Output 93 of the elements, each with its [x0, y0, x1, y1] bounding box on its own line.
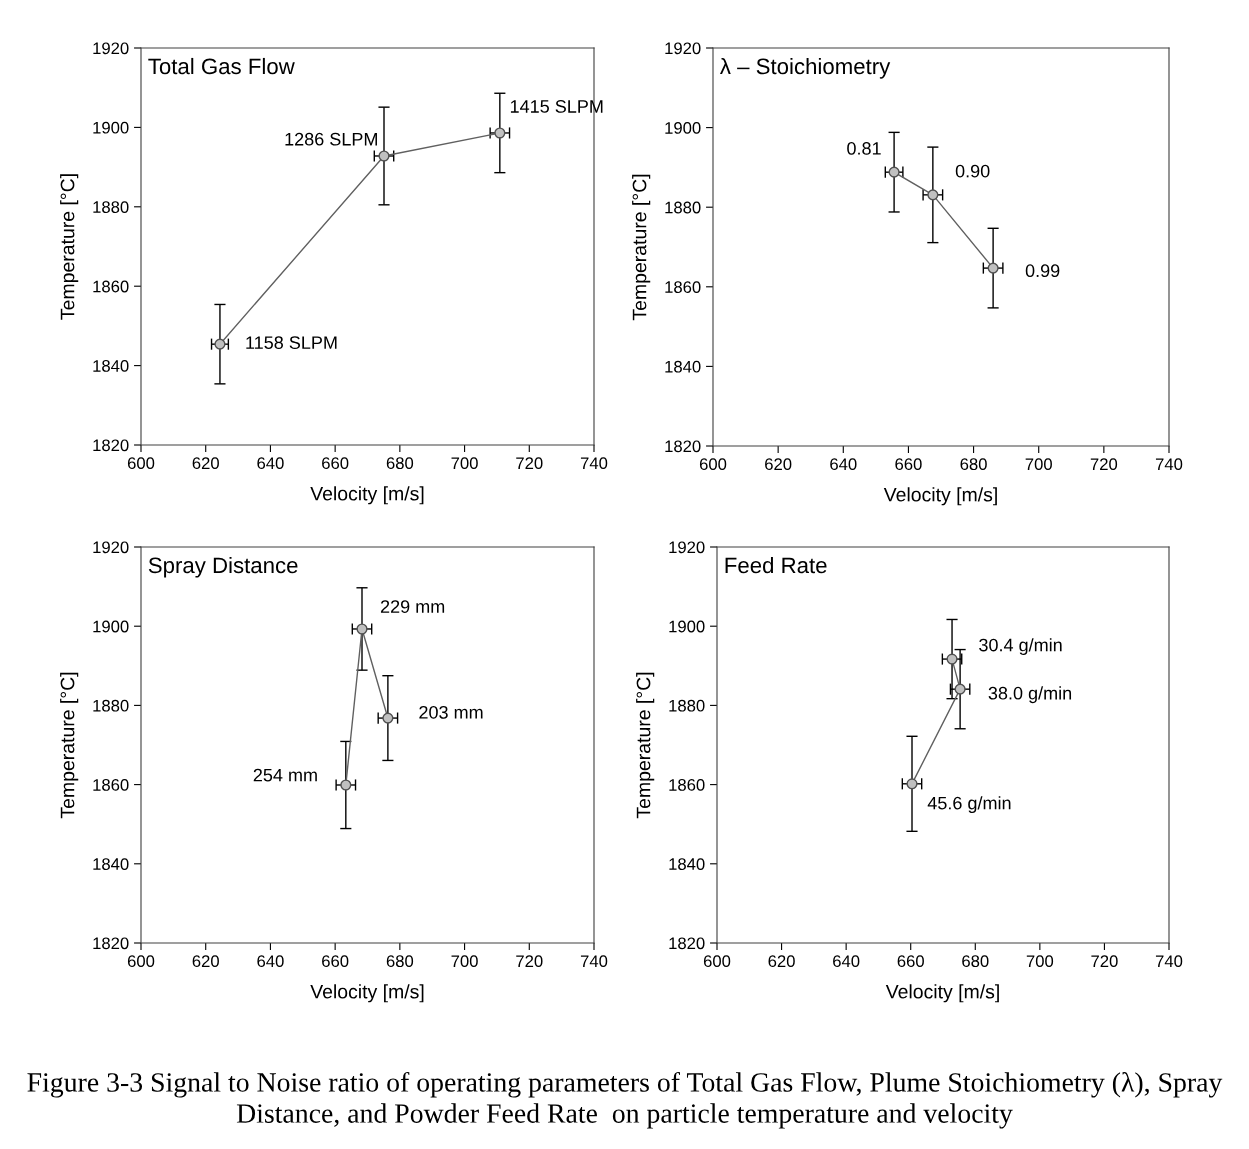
annotation: 254 mm — [253, 768, 317, 782]
y-axis-title: Temperature [°C] — [60, 174, 79, 320]
annotation: 30.4 g/min — [979, 638, 1062, 655]
x-tick-label: 680 — [386, 457, 414, 470]
annotation: 203 mm — [419, 705, 483, 719]
x-tick-label: 640 — [833, 955, 860, 968]
x-tick-label: 620 — [768, 955, 795, 968]
x-tick-label: 620 — [765, 458, 792, 471]
x-tick-label: 740 — [1155, 955, 1183, 968]
y-tick-label: 1900 — [93, 620, 129, 633]
annotation: 0.81 — [847, 142, 881, 155]
caption: Figure 3-3 Signal to Noise ratio of operating parameters of Total Gas Flow, Plume Stoichiometry (λ), Spray Distance, and Powder Feed Rate on particle temperature and velocity — [27, 1072, 1223, 1129]
y-tick-label: 1900 — [93, 121, 129, 134]
x-tick-label: 600 — [127, 955, 155, 968]
x-tick-label: 680 — [960, 458, 987, 471]
y-tick-label: 1880 — [93, 699, 129, 712]
chart-title: Total Gas Flow — [148, 57, 295, 75]
x-tick-label: 660 — [895, 458, 922, 471]
chart-title: λ – Stoichiometry — [719, 57, 891, 79]
point — [954, 683, 966, 695]
x-tick-label: 600 — [703, 955, 731, 968]
annotation: 229 mm — [380, 600, 445, 613]
x-tick-label: 700 — [1025, 458, 1052, 471]
x-tick-label: 720 — [1091, 955, 1118, 968]
point — [356, 623, 368, 635]
x-tick-label: 660 — [897, 955, 924, 968]
annotation: 0.99 — [1025, 264, 1060, 278]
point — [378, 150, 390, 162]
x-tick-label: 720 — [1090, 458, 1118, 471]
y-tick-label: 1920 — [93, 42, 129, 55]
x-axis-title: Velocity [m/s] — [885, 984, 999, 1003]
y-tick-label: 1860 — [669, 779, 705, 791]
point — [927, 189, 939, 201]
point — [946, 653, 958, 665]
point — [494, 127, 506, 139]
annotation: 1286 SLPM — [285, 132, 377, 146]
y-tick-label: 1900 — [669, 620, 705, 633]
x-tick-label: 680 — [386, 955, 414, 968]
point — [987, 262, 999, 274]
x-tick-label: 740 — [580, 955, 608, 968]
y-tick-label: 1920 — [669, 541, 705, 554]
annotation: 45.6 g/min — [927, 796, 1011, 814]
annotation: 38.0 g/min — [988, 686, 1072, 704]
chart-title: Spray Distance — [148, 556, 298, 578]
y-tick-label: 1880 — [669, 699, 705, 712]
x-tick-label: 640 — [257, 457, 284, 470]
y-tick-label: 1880 — [665, 201, 701, 214]
annotation: 1158 SLPM — [246, 336, 337, 350]
y-tick-label: 1860 — [93, 779, 129, 791]
chart-title: Feed Rate — [725, 556, 827, 574]
y-tick-label: 1840 — [665, 360, 701, 373]
point — [340, 779, 352, 791]
y-tick-label: 1900 — [665, 122, 701, 134]
point — [214, 338, 226, 350]
y-tick-label: 1880 — [93, 201, 129, 213]
y-tick-label: 1840 — [93, 360, 129, 372]
x-tick-label: 700 — [451, 955, 478, 968]
x-tick-label: 680 — [962, 955, 989, 968]
x-axis-title: Velocity [m/s] — [883, 487, 997, 506]
point — [888, 166, 900, 178]
y-tick-label: 1840 — [669, 858, 705, 870]
y-axis-title: Temperature [°C] — [60, 672, 79, 819]
x-tick-label: 700 — [451, 457, 478, 470]
x-axis-title: Velocity [m/s] — [310, 486, 424, 505]
y-tick-label: 1820 — [665, 440, 701, 453]
y-tick-label: 1820 — [93, 937, 129, 950]
x-tick-label: 700 — [1026, 955, 1054, 968]
y-tick-label: 1920 — [665, 42, 701, 55]
y-tick-label: 1840 — [93, 858, 129, 870]
x-tick-label: 720 — [516, 457, 543, 470]
x-tick-label: 660 — [322, 457, 349, 470]
x-tick-label: 640 — [830, 458, 857, 471]
point — [382, 712, 394, 724]
y-tick-label: 1820 — [669, 937, 705, 950]
point — [906, 778, 918, 790]
x-tick-label: 600 — [699, 458, 727, 471]
x-tick-label: 620 — [192, 955, 219, 968]
x-tick-label: 720 — [516, 955, 543, 968]
annotation: 0.90 — [955, 164, 990, 178]
x-tick-label: 600 — [127, 457, 155, 470]
y-tick-label: 1860 — [93, 280, 129, 293]
x-tick-label: 740 — [580, 457, 608, 470]
annotation: 1415 SLPM — [510, 100, 603, 113]
x-tick-label: 620 — [192, 457, 219, 470]
x-tick-label: 640 — [257, 955, 284, 968]
y-axis-title: Temperature [°C] — [632, 174, 651, 321]
y-tick-label: 1860 — [665, 281, 701, 293]
x-axis-title: Velocity [m/s] — [310, 984, 424, 1003]
x-tick-label: 660 — [322, 955, 349, 968]
y-axis-title: Temperature [°C] — [636, 672, 655, 819]
y-tick-label: 1920 — [93, 541, 129, 554]
x-tick-label: 740 — [1155, 458, 1183, 471]
y-tick-label: 1820 — [93, 439, 129, 452]
